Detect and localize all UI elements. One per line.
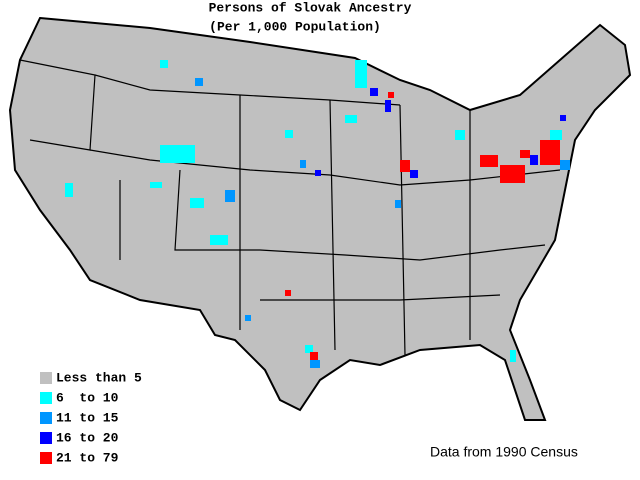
legend-swatch <box>40 412 52 424</box>
legend-label: 16 to 20 <box>56 430 119 445</box>
shaded-area <box>345 115 357 123</box>
shaded-area <box>400 160 410 172</box>
shaded-counties <box>65 60 570 368</box>
legend-swatch <box>40 452 52 464</box>
shaded-area <box>480 155 498 167</box>
legend-swatch <box>40 392 52 404</box>
legend-swatch <box>40 372 52 384</box>
shaded-area <box>500 165 525 183</box>
shaded-area <box>285 130 293 138</box>
shaded-area <box>530 155 538 165</box>
shaded-area <box>455 130 465 140</box>
legend-label: 21 to 79 <box>56 450 119 465</box>
shaded-area <box>285 290 291 296</box>
legend-label: 11 to 15 <box>56 410 119 425</box>
shaded-area <box>410 170 418 178</box>
shaded-area <box>65 183 73 197</box>
state-borders <box>19 59 561 356</box>
shaded-area <box>540 140 560 165</box>
shaded-area <box>245 315 251 321</box>
shaded-area <box>310 360 320 368</box>
shaded-area <box>195 78 203 86</box>
shaded-area <box>305 345 313 353</box>
shaded-area <box>355 60 367 88</box>
shaded-area <box>315 170 321 176</box>
map-title: Persons of Slovak Ancestry <box>209 0 412 15</box>
legend-label: 6 to 10 <box>56 390 119 405</box>
us-outline <box>8 16 632 421</box>
shaded-area <box>520 150 530 158</box>
legend: Less than 5 6 to 10 11 to 15 16 to 20 21 to … <box>40 370 142 465</box>
legend-swatch <box>40 432 52 444</box>
shaded-area <box>300 160 306 168</box>
source-note: Data from 1990 Census <box>430 444 578 460</box>
shaded-area <box>550 130 562 140</box>
shaded-area <box>560 160 570 170</box>
shaded-area <box>385 100 391 112</box>
shaded-area <box>310 352 318 360</box>
shaded-area <box>510 350 516 362</box>
shaded-area <box>160 145 195 163</box>
shaded-area <box>388 92 394 98</box>
map-subtitle: (Per 1,000 Population) <box>209 19 381 34</box>
shaded-area <box>210 235 228 245</box>
shaded-area <box>225 190 235 202</box>
shaded-area <box>160 60 168 68</box>
shaded-area <box>560 115 566 121</box>
shaded-area <box>370 88 378 96</box>
shaded-area <box>190 198 204 208</box>
legend-label: Less than 5 <box>56 370 142 385</box>
shaded-area <box>150 182 162 188</box>
shaded-area <box>395 200 401 208</box>
